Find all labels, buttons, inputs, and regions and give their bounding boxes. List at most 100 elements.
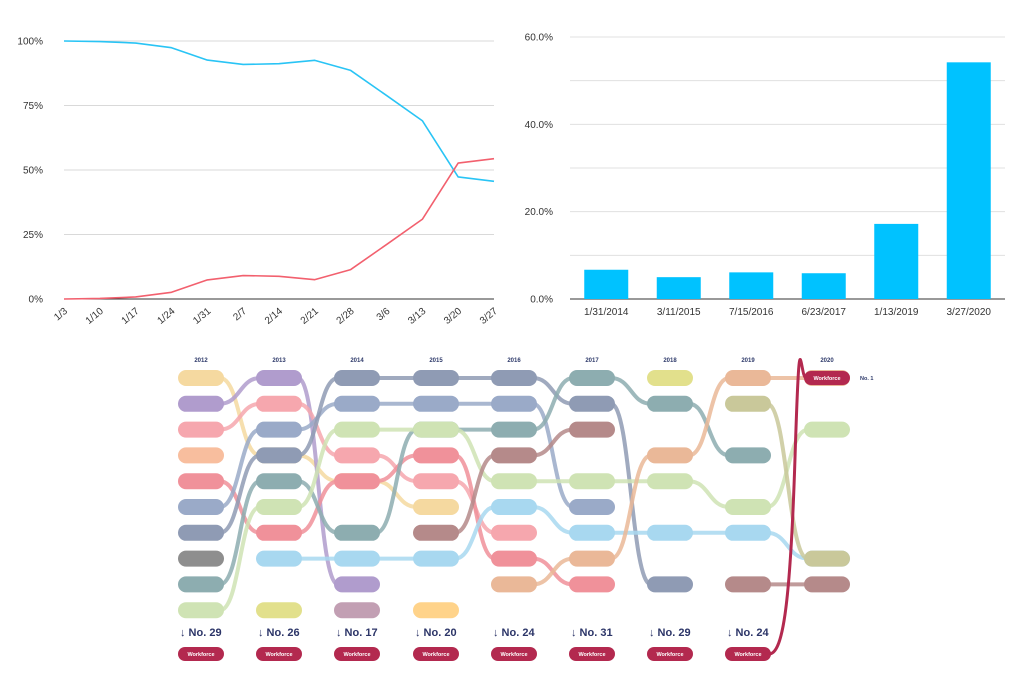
year-label: 2014 — [350, 358, 364, 364]
bump-pill — [178, 473, 224, 490]
bump-link — [688, 376, 730, 458]
bump-pill — [178, 421, 224, 438]
bar — [874, 223, 919, 299]
workforce-rank-label: ↓ No. 31 — [571, 627, 613, 639]
bump-pill — [178, 370, 224, 386]
workforce-pill-label: Workforce — [343, 652, 370, 658]
workforce-rank-label: ↓ No. 29 — [180, 627, 222, 639]
bump-link — [375, 427, 418, 535]
bump-pill — [569, 524, 615, 541]
bump-link — [219, 401, 261, 432]
bump-pill — [491, 447, 537, 464]
bump-link — [532, 505, 574, 535]
x-tick-label: 3/27/2020 — [947, 307, 992, 318]
workforce-pill — [334, 647, 380, 661]
x-tick-label: 1/10 — [84, 306, 106, 327]
bump-link — [219, 479, 261, 535]
bar — [801, 273, 846, 299]
bump-pill — [334, 473, 380, 490]
bump-pill — [647, 395, 693, 412]
bump-link — [219, 479, 261, 587]
bump-link — [219, 376, 261, 406]
workforce-top-rank: No. 1 — [860, 376, 873, 382]
workforce-pill-label: Workforce — [265, 652, 292, 658]
bump-link — [219, 427, 261, 509]
workforce-rank-label: ↓ No. 24 — [727, 627, 769, 639]
bump-pill — [256, 473, 302, 490]
bump-link — [532, 427, 574, 458]
bump-pill — [256, 395, 302, 412]
bump-link — [219, 505, 261, 613]
bump-pill — [491, 421, 537, 438]
x-tick-label: 1/31 — [191, 306, 213, 327]
year-label: 2016 — [507, 358, 521, 364]
bump-pill — [569, 550, 615, 567]
bump-pill — [569, 370, 615, 386]
bump-pill — [725, 576, 771, 593]
bump-pill — [413, 421, 459, 438]
y-tick-label: 60.0% — [525, 33, 553, 44]
workforce-pill-label: Workforce — [500, 652, 527, 658]
bump-link — [532, 556, 574, 587]
bump-link — [610, 453, 652, 561]
bump-pill — [334, 550, 380, 567]
bump-link — [532, 376, 574, 406]
bump-pill — [647, 524, 693, 541]
y-tick-label: 0.0% — [530, 295, 553, 306]
y-tick-label: 25% — [23, 230, 43, 241]
bump-pill — [413, 550, 459, 567]
y-tick-label: 50% — [23, 166, 43, 177]
bump-link — [610, 376, 652, 406]
x-tick-label: 3/6 — [375, 306, 393, 324]
y-tick-label: 100% — [17, 37, 43, 48]
bar-chart: 0.0% 20.0% 40.0% 60.0% 1/31/2014 3/11/2015 7/1… — [525, 33, 1005, 318]
bump-pill — [647, 473, 693, 490]
workforce-rank-label: ↓ No. 17 — [336, 627, 378, 639]
y-tick-label: 75% — [23, 101, 43, 112]
bump-pill — [804, 576, 850, 593]
bar — [729, 272, 774, 299]
bump-pill — [178, 602, 224, 619]
bump-link — [688, 401, 730, 458]
bump-pill — [334, 395, 380, 412]
bump-pill — [256, 370, 302, 386]
x-tick-label: 1/24 — [155, 306, 177, 327]
bump-pill — [569, 576, 615, 593]
bump-link — [454, 427, 496, 484]
bump-pill — [725, 447, 771, 464]
bar — [946, 62, 991, 300]
workforce-pill-label: Workforce — [734, 652, 761, 658]
bump-pill — [647, 447, 693, 464]
line-chart: 0% 25% 50% 75% 100% 1/3 1/10 1/17 1/24 1/31 2/7 2/1… — [17, 37, 500, 327]
bump-link — [454, 453, 496, 561]
bump-pill — [256, 421, 302, 438]
year-label: 2019 — [741, 358, 755, 364]
bump-pill — [569, 421, 615, 438]
workforce-top-pill-label: Workforce — [813, 376, 840, 382]
workforce-pill-label: Workforce — [578, 652, 605, 658]
bump-pill — [491, 550, 537, 567]
bump-pill — [413, 395, 459, 412]
bump-pill — [569, 473, 615, 490]
series-line-1 — [63, 40, 495, 183]
bump-pill — [256, 550, 302, 567]
bump-pill — [647, 576, 693, 593]
workforce-rank-label: ↓ No. 26 — [258, 627, 300, 639]
x-tick-label: 3/11/2015 — [657, 307, 701, 318]
bump-pill — [256, 524, 302, 541]
bump-pill — [647, 370, 693, 386]
year-label: 2015 — [429, 358, 443, 364]
workforce-pill — [725, 647, 771, 661]
bump-pill — [178, 499, 224, 515]
bump-pill — [178, 395, 224, 412]
workforce-pill — [647, 647, 693, 661]
workforce-pill-label: Workforce — [656, 652, 683, 658]
bump-link — [532, 401, 574, 509]
bump-link — [454, 453, 496, 535]
bump-pill — [413, 499, 459, 515]
bump-link — [610, 401, 652, 587]
bump-pill — [491, 576, 537, 593]
bump-pill — [804, 550, 850, 567]
bump-link — [766, 401, 809, 561]
